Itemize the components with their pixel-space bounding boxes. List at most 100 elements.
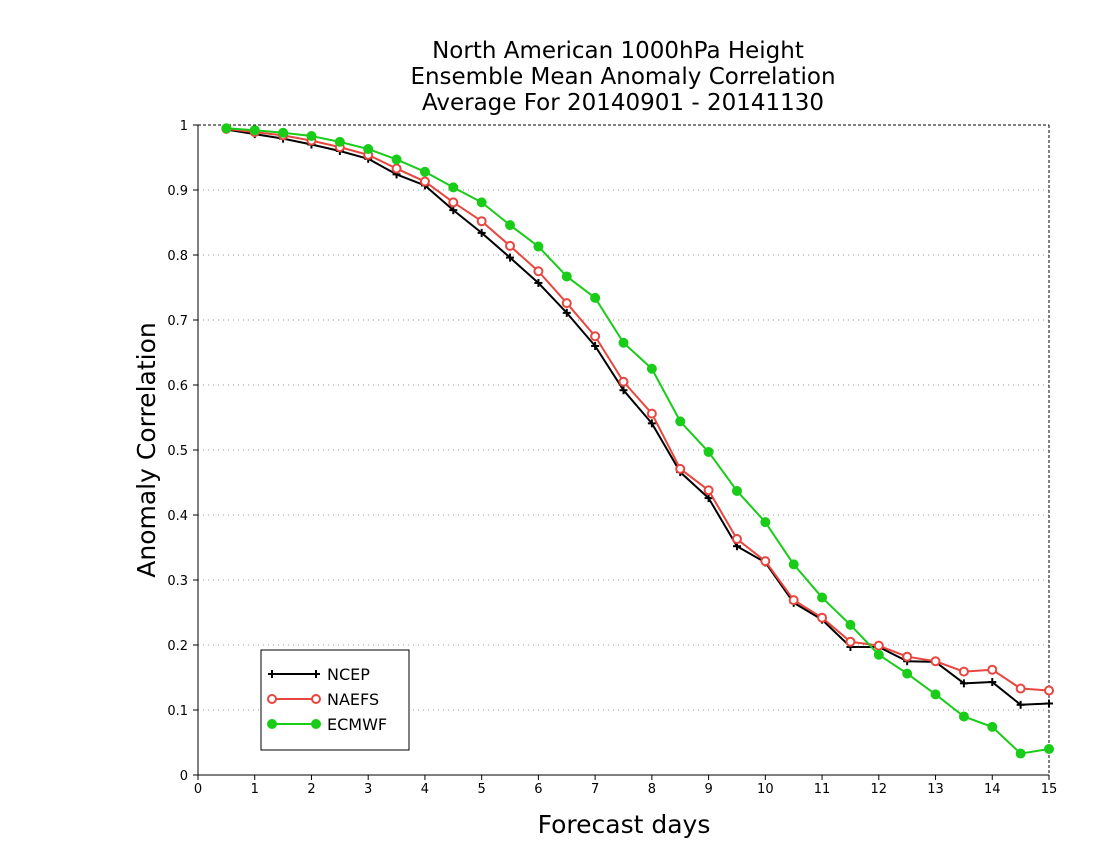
y-tick-label: 0 [180,769,188,784]
x-tick-label: 8 [648,782,656,797]
data-point-ecmwf [930,689,941,700]
x-tick-label: 5 [478,782,486,797]
chart-title-line-2: Ensemble Mean Anomaly Correlation [410,64,835,90]
legend-item-ncep: NCEP [268,665,370,684]
y-tick-label: 0.4 [167,509,188,524]
series-ecmwf [221,123,1054,759]
data-point-ecmwf [334,136,345,147]
data-point-naefs [731,534,742,545]
data-point-naefs [646,408,657,419]
data-point-ecmwf [1015,748,1026,759]
data-point-ecmwf [731,485,742,496]
y-axis-label: Anomaly Correlation [132,322,161,577]
y-tick-label: 0.1 [167,704,188,719]
legend-label-ncep: NCEP [327,665,370,684]
data-point-ecmwf [249,125,260,136]
data-point-ecmwf [646,363,657,374]
data-point-naefs [448,197,459,208]
data-point-naefs [788,595,799,606]
data-point-ecmwf [703,446,714,457]
y-tick-label: 0.5 [167,444,188,459]
legend-label-ecmwf: ECMWF [327,715,387,734]
x-tick-label: 12 [871,782,888,797]
axes: 0 1 2 3 4 5 6 7 8 9 10 11 12 13 14 1500.10.20.30.40.50.… [167,119,1057,797]
x-tick-label: 13 [927,782,944,797]
x-tick-label: 1 [251,782,259,797]
data-point-naefs [419,176,430,187]
data-point-ecmwf [221,123,232,134]
data-point-naefs [902,651,913,662]
data-point-ecmwf [533,241,544,252]
x-tick-label: 10 [757,782,774,797]
y-tick-label: 1 [180,119,188,134]
grid [198,189,1049,711]
data-point-ecmwf [760,517,771,528]
data-point-ecmwf [987,721,998,732]
y-tick-label: 0.6 [167,379,188,394]
data-point-naefs [618,376,629,387]
data-point-naefs [817,612,828,623]
chart-title-line-3: Average For 20140901 - 20141130 [422,90,824,116]
data-point-ecmwf [306,131,317,142]
legend-marker [311,694,321,704]
data-point-ncep [704,494,713,503]
data-point-naefs [561,298,572,309]
data-point-ecmwf [448,182,459,193]
legend-item-ecmwf: ECMWF [267,715,387,734]
chart-title-line-1: North American 1000hPa Height [432,38,804,64]
y-tick-label: 0.9 [167,184,188,199]
data-point-naefs [590,331,601,342]
legend-marker [268,670,276,678]
legend-label-naefs: NAEFS [327,690,379,709]
x-tick-label: 15 [1041,782,1058,797]
x-tick-label: 9 [704,782,712,797]
series-line-ncep [226,128,1050,706]
data-point-ecmwf [391,154,402,165]
x-axis-label: Forecast days [538,810,711,839]
legend: NCEP NAEFS ECMWF [260,649,410,751]
x-tick-label: 2 [307,782,315,797]
data-point-naefs [533,266,544,277]
data-point-ncep [449,206,458,215]
data-point-ncep [591,342,600,350]
legend-marker [312,670,320,678]
y-tick-label: 0.8 [167,249,188,264]
x-tick-label: 7 [591,782,599,797]
x-tick-label: 11 [814,782,831,797]
data-point-ncep [477,228,486,237]
data-point-naefs [930,656,941,667]
data-point-naefs [958,666,969,677]
series-layer [221,123,1054,759]
series-ncep [222,125,1053,709]
y-tick-label: 0.7 [167,314,188,329]
data-point-naefs [703,485,714,496]
data-point-ncep [647,419,656,428]
data-point-ecmwf [278,127,289,138]
x-tick-label: 6 [534,782,542,797]
legend-item-naefs: NAEFS [267,690,379,709]
data-point-naefs [1015,683,1026,694]
data-point-ecmwf [618,337,629,348]
data-point-naefs [845,636,856,647]
data-point-naefs [760,556,771,567]
data-point-ncep [1016,700,1025,709]
series-naefs [221,123,1054,696]
data-point-ecmwf [873,649,884,660]
chart-title: North American 1000hPa Height Ensemble M… [410,38,835,116]
data-point-ecmwf [476,197,487,208]
x-tick-label: 3 [364,782,372,797]
data-point-ecmwf [1044,744,1054,754]
data-point-ncep [562,308,571,317]
data-point-ecmwf [817,592,828,603]
legend-marker [267,694,277,704]
data-point-naefs [1044,685,1054,696]
x-tick-label: 4 [421,782,429,797]
data-point-ncep [534,278,543,287]
data-point-ncep [619,386,628,395]
data-point-ecmwf [788,559,799,570]
data-point-naefs [391,163,402,174]
data-point-ecmwf [505,220,516,231]
data-point-ncep [506,253,515,262]
legend-marker [311,719,321,729]
